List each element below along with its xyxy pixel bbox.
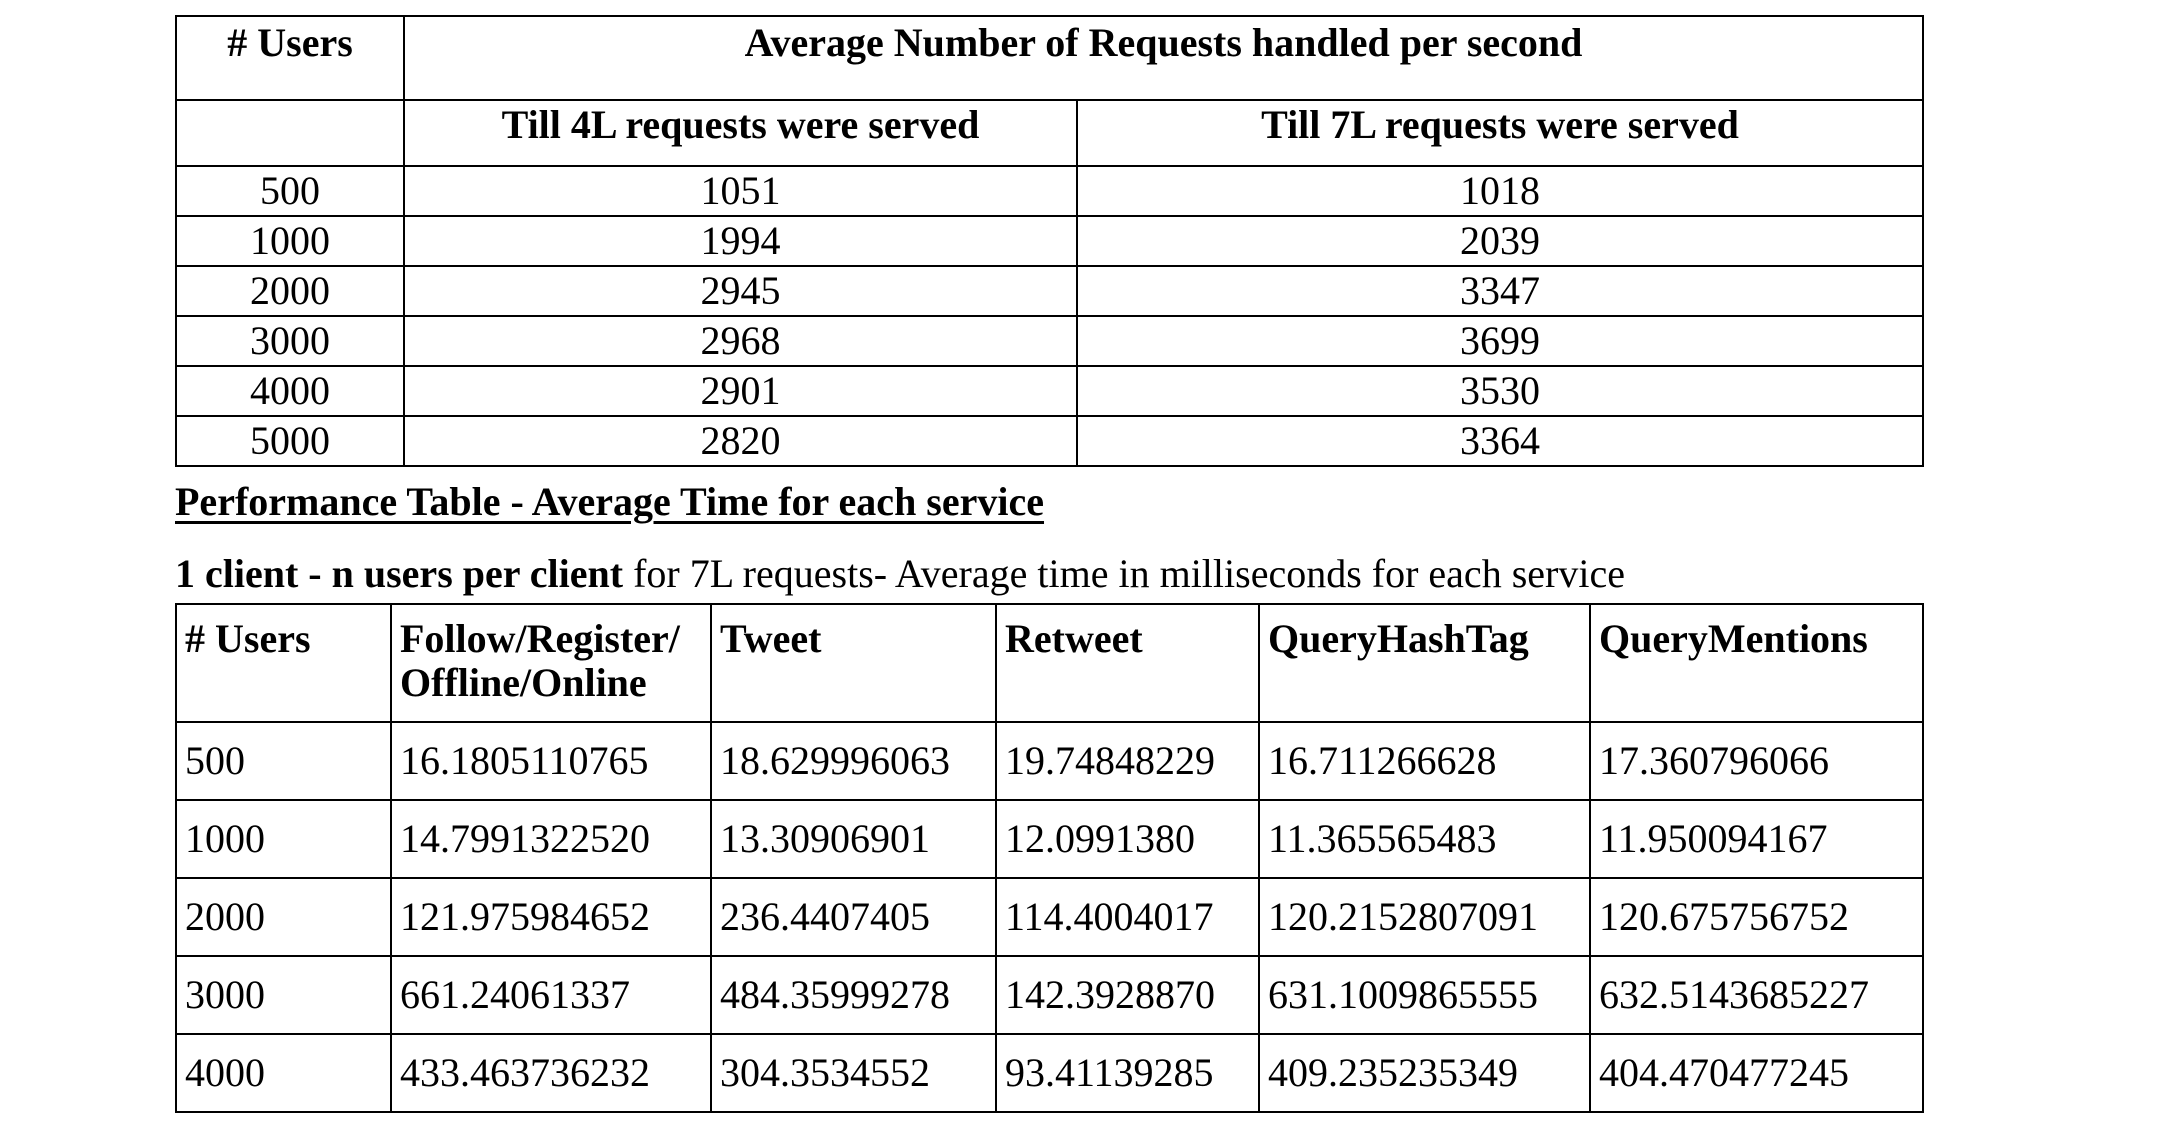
throughput-table: # Users Average Number of Requests handl… bbox=[175, 15, 1924, 467]
empty-header-cell bbox=[175, 99, 405, 167]
table-row: 1000 14.7991322520 13.30906901 12.099138… bbox=[175, 799, 1924, 879]
till-7l-cell: 3364 bbox=[1076, 415, 1924, 467]
table-row: 5000 2820 3364 bbox=[175, 415, 1924, 467]
tweet-cell: 484.35999278 bbox=[710, 955, 997, 1035]
subtitle-bold-part: 1 client - n users per client bbox=[175, 551, 624, 596]
follow-header-line2: Offline/Online bbox=[400, 660, 647, 705]
follow-cell: 16.1805110765 bbox=[390, 721, 712, 801]
till-4l-cell: 2901 bbox=[403, 365, 1078, 417]
users-column-header: # Users bbox=[175, 603, 392, 723]
query-mentions-cell: 404.470477245 bbox=[1589, 1033, 1924, 1113]
retweet-cell: 93.41139285 bbox=[995, 1033, 1260, 1113]
service-time-table: # Users Follow/Register/Offline/Online T… bbox=[175, 603, 1924, 1113]
till-4l-cell: 2820 bbox=[403, 415, 1078, 467]
table-row: 500 16.1805110765 18.629996063 19.748482… bbox=[175, 721, 1924, 801]
table-row: 2000 121.975984652 236.4407405 114.40040… bbox=[175, 877, 1924, 957]
query-mentions-column-header: QueryMentions bbox=[1589, 603, 1924, 723]
till-7l-cell: 1018 bbox=[1076, 165, 1924, 217]
retweet-cell: 19.74848229 bbox=[995, 721, 1260, 801]
till-7l-cell: 3530 bbox=[1076, 365, 1924, 417]
tweet-cell: 18.629996063 bbox=[710, 721, 997, 801]
throughput-header-row: # Users Average Number of Requests handl… bbox=[175, 15, 1924, 101]
till-7l-header: Till 7L requests were served bbox=[1076, 99, 1924, 167]
tweet-column-header: Tweet bbox=[710, 603, 997, 723]
users-cell: 4000 bbox=[175, 1033, 392, 1113]
users-cell: 2000 bbox=[175, 877, 392, 957]
table-row: 3000 661.24061337 484.35999278 142.39288… bbox=[175, 955, 1924, 1035]
service-header-row: # Users Follow/Register/Offline/Online T… bbox=[175, 603, 1924, 723]
users-cell: 2000 bbox=[175, 265, 405, 317]
users-cell: 5000 bbox=[175, 415, 405, 467]
throughput-subheader-row: Till 4L requests were served Till 7L req… bbox=[175, 99, 1924, 167]
tweet-cell: 13.30906901 bbox=[710, 799, 997, 879]
till-4l-cell: 2968 bbox=[403, 315, 1078, 367]
table-row: 3000 2968 3699 bbox=[175, 315, 1924, 367]
users-cell: 3000 bbox=[175, 315, 405, 367]
follow-cell: 661.24061337 bbox=[390, 955, 712, 1035]
users-cell: 3000 bbox=[175, 955, 392, 1035]
table-row: 4000 433.463736232 304.3534552 93.411392… bbox=[175, 1033, 1924, 1113]
table-row: 2000 2945 3347 bbox=[175, 265, 1924, 317]
till-7l-cell: 2039 bbox=[1076, 215, 1924, 267]
till-4l-cell: 1994 bbox=[403, 215, 1078, 267]
subtitle-rest: for 7L requests- Average time in millise… bbox=[623, 551, 1625, 596]
query-mentions-cell: 17.360796066 bbox=[1589, 721, 1924, 801]
till-7l-cell: 3699 bbox=[1076, 315, 1924, 367]
follow-cell: 14.7991322520 bbox=[390, 799, 712, 879]
query-hashtag-cell: 16.711266628 bbox=[1258, 721, 1591, 801]
query-mentions-cell: 11.950094167 bbox=[1589, 799, 1924, 879]
avg-requests-header: Average Number of Requests handled per s… bbox=[403, 15, 1924, 101]
table-row: 1000 1994 2039 bbox=[175, 215, 1924, 267]
follow-cell: 433.463736232 bbox=[390, 1033, 712, 1113]
users-cell: 4000 bbox=[175, 365, 405, 417]
table-row: 500 1051 1018 bbox=[175, 165, 1924, 217]
query-hashtag-column-header: QueryHashTag bbox=[1258, 603, 1591, 723]
performance-table-title: Performance Table - Average Time for eac… bbox=[175, 479, 1045, 524]
query-hashtag-cell: 631.1009865555 bbox=[1258, 955, 1591, 1035]
retweet-cell: 142.3928870 bbox=[995, 955, 1260, 1035]
retweet-cell: 12.0991380 bbox=[995, 799, 1260, 879]
retweet-cell: 114.4004017 bbox=[995, 877, 1260, 957]
till-4l-header: Till 4L requests were served bbox=[403, 99, 1078, 167]
till-4l-cell: 1051 bbox=[403, 165, 1078, 217]
follow-header-line1: Follow/Register/ bbox=[400, 616, 680, 661]
till-4l-cell: 2945 bbox=[403, 265, 1078, 317]
service-table-header: # Users Follow/Register/Offline/Online T… bbox=[175, 603, 1924, 723]
retweet-column-header: Retweet bbox=[995, 603, 1260, 723]
users-column-header: # Users bbox=[175, 15, 405, 101]
tweet-cell: 304.3534552 bbox=[710, 1033, 997, 1113]
throughput-table-header: # Users Average Number of Requests handl… bbox=[175, 15, 1924, 167]
query-hashtag-cell: 120.2152807091 bbox=[1258, 877, 1591, 957]
performance-table-subtitle: 1 client - n users per client for 7L req… bbox=[175, 552, 1625, 596]
till-7l-cell: 3347 bbox=[1076, 265, 1924, 317]
query-mentions-cell: 632.5143685227 bbox=[1589, 955, 1924, 1035]
follow-cell: 121.975984652 bbox=[390, 877, 712, 957]
users-cell: 1000 bbox=[175, 799, 392, 879]
tweet-cell: 236.4407405 bbox=[710, 877, 997, 957]
table-row: 4000 2901 3530 bbox=[175, 365, 1924, 417]
query-hashtag-cell: 11.365565483 bbox=[1258, 799, 1591, 879]
users-cell: 500 bbox=[175, 721, 392, 801]
follow-register-column-header: Follow/Register/Offline/Online bbox=[390, 603, 712, 723]
users-cell: 1000 bbox=[175, 215, 405, 267]
query-hashtag-cell: 409.235235349 bbox=[1258, 1033, 1591, 1113]
query-mentions-cell: 120.675756752 bbox=[1589, 877, 1924, 957]
users-cell: 500 bbox=[175, 165, 405, 217]
